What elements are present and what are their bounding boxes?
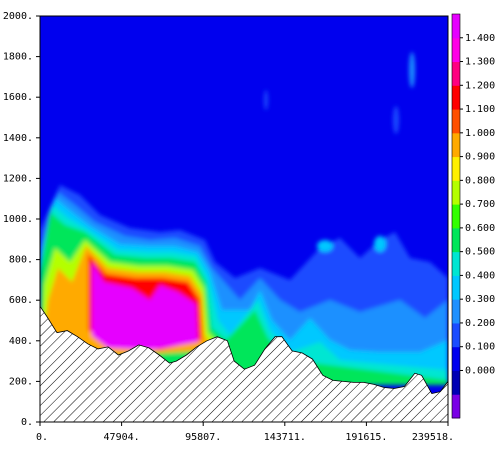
contour-cell-upper-right (374, 236, 386, 252)
colorbar-swatch (452, 251, 460, 276)
colorbar-swatch (452, 275, 460, 300)
y-axis: 0. 200. 400. 600. 800. 1000. 1200. 1400. 1600. 18… (3, 11, 40, 428)
colorbar-label: 0.300 (465, 294, 495, 305)
colorbar-swatch (452, 204, 460, 229)
x-axis: 0. 47904. 95807. 143711. 191615. 239518. (36, 422, 454, 443)
contour-level-1.400 (92, 262, 198, 350)
colorbar-label: 0.100 (465, 342, 495, 353)
x-tick-label: 0. (36, 432, 48, 443)
y-tick-label: 1000. (3, 214, 33, 225)
colorbar-swatch (452, 109, 460, 134)
colorbar-swatch (452, 61, 460, 86)
plot-area (40, 16, 448, 422)
contour-cell-high-mid (393, 106, 399, 134)
colorbar-swatch (452, 322, 460, 348)
colorbar-swatch (452, 394, 460, 419)
contour-cell-high-right (409, 52, 415, 88)
x-tick-label: 191615. (345, 432, 387, 443)
colorbar-swatch (452, 346, 460, 371)
colorbar-label: 0.500 (465, 247, 495, 258)
colorbar-label: 1.000 (465, 128, 495, 139)
colorbar-swatch (452, 156, 460, 181)
y-tick-label: 2000. (3, 11, 33, 22)
x-tick-label: 239518. (412, 432, 454, 443)
colorbar-label: 1.300 (465, 57, 495, 68)
y-tick-label: 1800. (3, 52, 33, 63)
colorbar-label: 0.800 (465, 175, 495, 186)
y-tick-label: 800. (9, 255, 33, 266)
colorbar-swatch (452, 37, 460, 63)
y-tick-label: 1400. (3, 133, 33, 144)
colorbar-swatch (452, 180, 460, 205)
terrain-mask (40, 305, 448, 422)
y-tick-label: 200. (9, 376, 33, 387)
colorbar: 0.000 0.100 0.200 0.300 0.400 0.500 0.600 0.700… (451, 13, 495, 419)
colorbar-swatch (452, 85, 460, 110)
y-tick-label: 600. (9, 295, 33, 306)
colorbar-label: 0.400 (465, 270, 495, 281)
colorbar-swatch (452, 299, 460, 324)
y-tick-label: 1200. (3, 173, 33, 184)
colorbar-label: 0.000 (465, 365, 495, 376)
colorbar-swatch (452, 132, 460, 158)
colorbar-label: 0.700 (465, 199, 495, 210)
colorbar-label: 1.100 (465, 104, 495, 115)
y-tick-label: 1600. (3, 92, 33, 103)
colorbar-label: 0.600 (465, 223, 495, 234)
x-tick-label: 143711. (264, 432, 306, 443)
x-tick-label: 47904. (104, 432, 140, 443)
colorbar-swatch (452, 370, 460, 395)
y-tick-label: 400. (9, 336, 33, 347)
x-tick-label: 95807. (185, 432, 221, 443)
contour-cell-isolated (264, 90, 268, 110)
y-tick-label: 0. (21, 417, 33, 428)
colorbar-frame (451, 13, 461, 419)
contour-field (40, 52, 448, 385)
colorbar-label: 1.200 (465, 80, 495, 91)
colorbar-swatch (452, 14, 460, 39)
colorbar-label: 0.200 (465, 318, 495, 329)
contour-cell-upper (317, 240, 333, 252)
colorbar-swatch (452, 227, 460, 253)
colorbar-label: 0.900 (465, 152, 495, 163)
colorbar-label: 1.400 (465, 33, 495, 44)
